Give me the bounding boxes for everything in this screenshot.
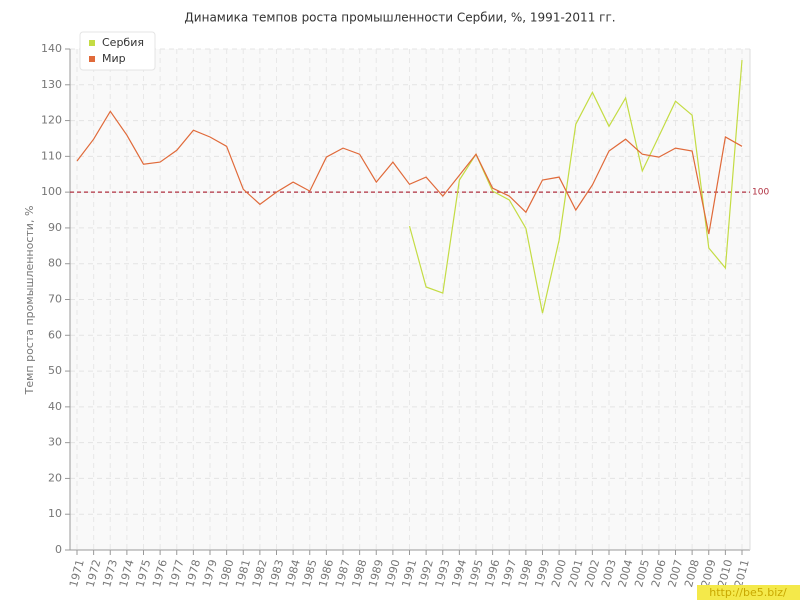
- x-tick-label: 2011: [732, 558, 752, 588]
- y-tick-label: 140: [41, 42, 62, 55]
- y-tick-label: 10: [48, 507, 62, 520]
- series-line: [76, 110, 743, 235]
- legend-label: Мир: [102, 52, 126, 65]
- y-tick-label: 30: [48, 436, 62, 449]
- legend-label: Сербия: [102, 36, 144, 49]
- legend-box: [79, 31, 156, 71]
- series-line: [408, 60, 743, 314]
- y-tick-label: 60: [48, 328, 62, 341]
- watermark-bg: [697, 585, 800, 600]
- chart-title: Динамика темпов роста промышленности Сер…: [184, 11, 615, 25]
- y-tick-label: 80: [48, 257, 62, 270]
- y-tick-label: 70: [48, 293, 62, 306]
- y-tick-label: 40: [48, 400, 62, 413]
- y-tick-label: 20: [48, 471, 62, 484]
- watermark: http://be5.biz/: [709, 586, 787, 599]
- y-tick-label: 0: [55, 543, 62, 556]
- y-axis-label: Темп роста промышленности, %: [23, 206, 36, 396]
- y-tick-label: 50: [48, 364, 62, 377]
- y-tick-label: 130: [41, 78, 62, 91]
- legend: Сербия Мир: [79, 31, 156, 71]
- y-tick-label: 90: [48, 221, 62, 234]
- y-tick-label: 120: [41, 114, 62, 127]
- legend-marker: [89, 56, 95, 62]
- reference-label: 100: [752, 188, 769, 198]
- y-tick-label: 100: [41, 185, 62, 198]
- y-tick-label: 110: [41, 149, 62, 162]
- legend-marker: [89, 40, 95, 46]
